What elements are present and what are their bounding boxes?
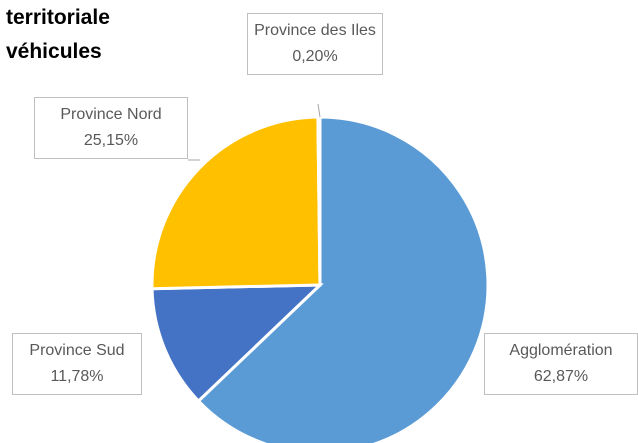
data-label: Province Sud 11,78% bbox=[12, 333, 142, 395]
label-category: Province des Iles bbox=[254, 22, 376, 39]
label-value: 25,15% bbox=[83, 132, 139, 149]
data-label: Province des Iles 0,20% bbox=[247, 13, 383, 75]
label-category: Province Sud bbox=[29, 342, 125, 359]
label-value: 0,20% bbox=[292, 48, 338, 65]
label-category: Agglomération bbox=[509, 342, 613, 359]
pie-slice bbox=[316, 115, 322, 286]
data-label: Agglomération 62,87% bbox=[484, 333, 638, 395]
chart-title: véhicules bbox=[6, 40, 102, 63]
pie-slice bbox=[150, 283, 324, 404]
pie-slice bbox=[196, 115, 490, 443]
data-label: Province Nord 25,15% bbox=[34, 97, 188, 159]
leader-line bbox=[317, 103, 321, 118]
label-category: Province Nord bbox=[60, 106, 162, 123]
label-value: 11,78% bbox=[50, 368, 104, 385]
label-value: 62,87% bbox=[533, 368, 589, 385]
chart-title: territoriale bbox=[6, 6, 110, 29]
pie-slice bbox=[150, 115, 322, 291]
